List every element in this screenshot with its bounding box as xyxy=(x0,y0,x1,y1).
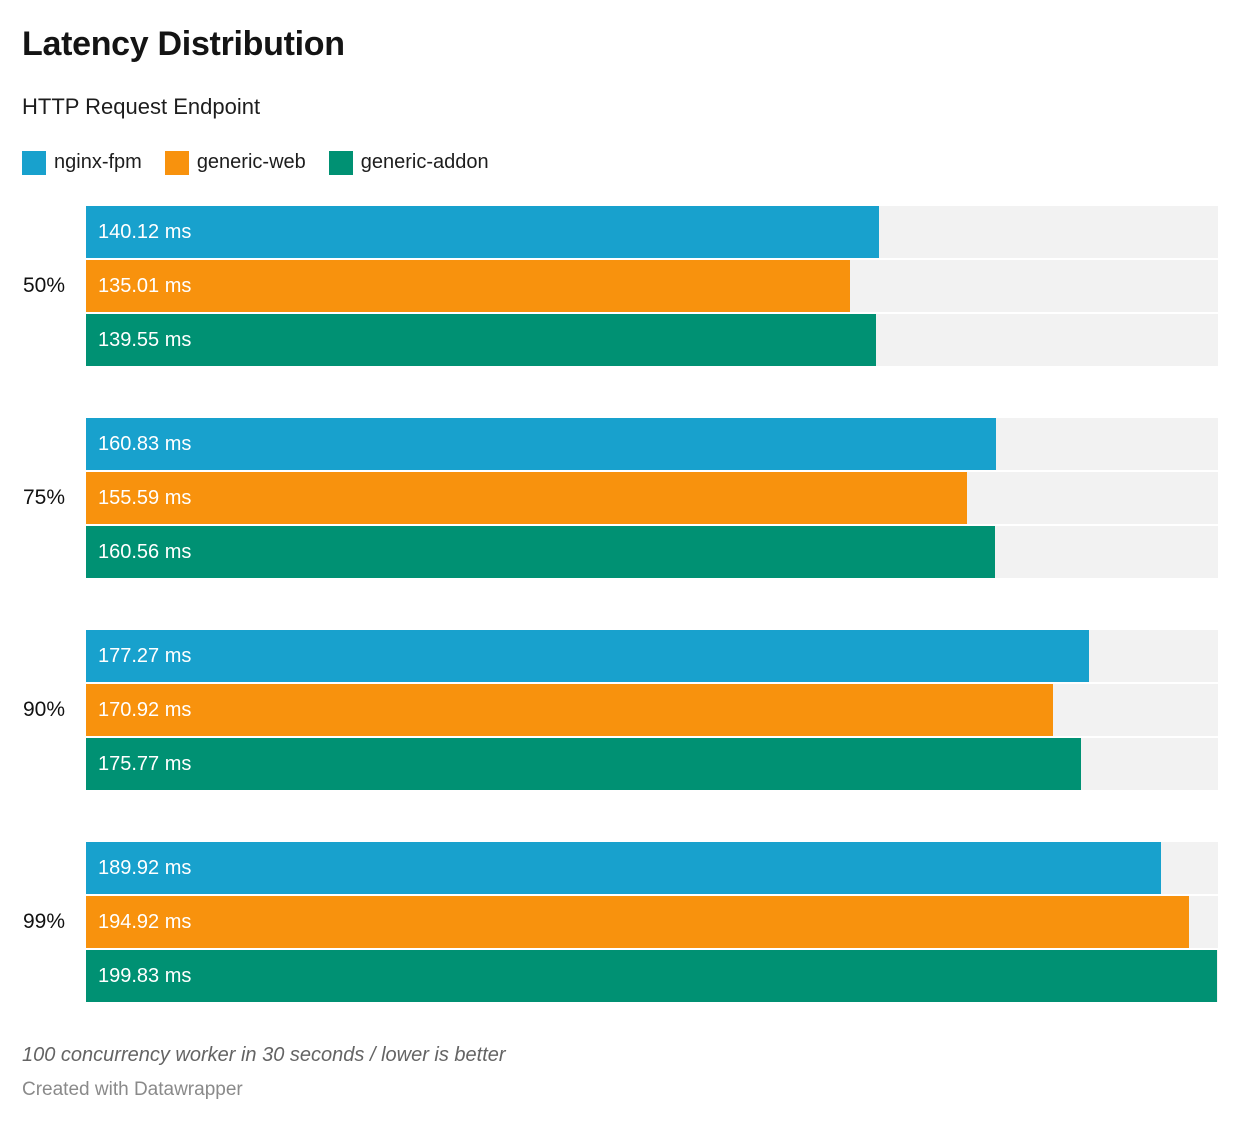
bar-track: 135.01 ms xyxy=(86,260,1218,312)
legend-swatch-generic-web xyxy=(164,150,189,175)
chart-title: Latency Distribution xyxy=(22,25,345,63)
bar-track: 170.92 ms xyxy=(86,684,1218,736)
bar-group-90%: 90% 177.27 ms 170.92 ms 175.77 ms xyxy=(0,630,1240,790)
category-label: 75% xyxy=(22,486,65,509)
bar-rows: 140.12 ms 135.01 ms 139.55 ms xyxy=(86,206,1218,366)
category-label: 50% xyxy=(22,274,65,297)
bar-track: 155.59 ms xyxy=(86,472,1218,524)
bar-value-label: 175.77 ms xyxy=(98,752,192,775)
bar-track: 139.55 ms xyxy=(86,314,1218,366)
legend-label-generic-web: generic-web xyxy=(196,151,306,173)
bar-track: 194.92 ms xyxy=(86,896,1218,948)
bar-track: 160.56 ms xyxy=(86,526,1218,578)
bar-generic-web: 170.92 ms xyxy=(86,684,1054,736)
bar-track: 175.77 ms xyxy=(86,738,1218,790)
bar-value-label: 199.83 ms xyxy=(98,964,192,987)
bar-generic-addon: 160.56 ms xyxy=(86,526,995,578)
bar-value-label: 155.59 ms xyxy=(98,486,192,509)
bar-value-label: 170.92 ms xyxy=(98,698,192,721)
bar-value-label: 139.55 ms xyxy=(98,328,192,351)
category-label: 99% xyxy=(22,910,65,933)
bar-nginx-fpm: 140.12 ms xyxy=(86,206,880,258)
legend-label-generic-addon: generic-addon xyxy=(360,151,489,173)
chart-footnote: 100 concurrency worker in 30 seconds / l… xyxy=(22,1044,506,1066)
bar-value-label: 160.56 ms xyxy=(98,540,192,563)
legend-swatch-generic-addon xyxy=(328,150,353,175)
bar-generic-web: 155.59 ms xyxy=(86,472,967,524)
bar-group-50%: 50% 140.12 ms 135.01 ms 139.55 ms xyxy=(0,206,1240,366)
legend-item-generic-addon: generic-addon xyxy=(328,150,489,175)
bar-track: 140.12 ms xyxy=(86,206,1218,258)
category-label: 90% xyxy=(22,698,65,721)
bar-track: 160.83 ms xyxy=(86,418,1218,470)
bar-nginx-fpm: 160.83 ms xyxy=(86,418,997,470)
bar-value-label: 177.27 ms xyxy=(98,644,192,667)
bar-value-label: 194.92 ms xyxy=(98,910,192,933)
bar-group-99%: 99% 189.92 ms 194.92 ms 199.83 ms xyxy=(0,842,1240,1002)
bar-nginx-fpm: 177.27 ms xyxy=(86,630,1090,682)
bar-value-label: 189.92 ms xyxy=(98,856,192,879)
bar-generic-addon: 175.77 ms xyxy=(86,738,1081,790)
bar-rows: 177.27 ms 170.92 ms 175.77 ms xyxy=(86,630,1218,790)
chart-page: Latency Distribution HTTP Request Endpoi… xyxy=(0,24,1240,1126)
bar-rows: 160.83 ms 155.59 ms 160.56 ms xyxy=(86,418,1218,578)
bar-value-label: 160.83 ms xyxy=(98,432,192,455)
bar-chart: 50% 140.12 ms 135.01 ms 139.55 ms 75% 160.83 … xyxy=(0,206,1240,1002)
bar-rows: 189.92 ms 194.92 ms 199.83 ms xyxy=(86,842,1218,1002)
legend-label-nginx-fpm: nginx-fpm xyxy=(54,151,142,173)
chart-legend: nginx-fpm generic-web generic-addon xyxy=(22,150,1218,175)
bar-nginx-fpm: 189.92 ms xyxy=(86,842,1161,894)
bar-generic-web: 135.01 ms xyxy=(86,260,851,312)
legend-swatch-nginx-fpm xyxy=(22,150,46,175)
datawrapper-byline-link[interactable]: Created with Datawrapper xyxy=(22,1079,243,1100)
legend-item-generic-web: generic-web xyxy=(164,150,306,175)
bar-generic-addon: 139.55 ms xyxy=(86,314,876,366)
bar-track: 199.83 ms xyxy=(86,950,1218,1002)
bar-value-label: 140.12 ms xyxy=(98,220,192,243)
chart-subtitle: HTTP Request Endpoint xyxy=(22,94,261,119)
bar-value-label: 135.01 ms xyxy=(98,274,192,297)
bar-track: 189.92 ms xyxy=(86,842,1218,894)
bar-track: 177.27 ms xyxy=(86,630,1218,682)
bar-group-75%: 75% 160.83 ms 155.59 ms 160.56 ms xyxy=(0,418,1240,578)
legend-item-nginx-fpm: nginx-fpm xyxy=(22,150,142,175)
bar-generic-addon: 199.83 ms xyxy=(86,950,1218,1002)
bar-generic-web: 194.92 ms xyxy=(86,896,1190,948)
